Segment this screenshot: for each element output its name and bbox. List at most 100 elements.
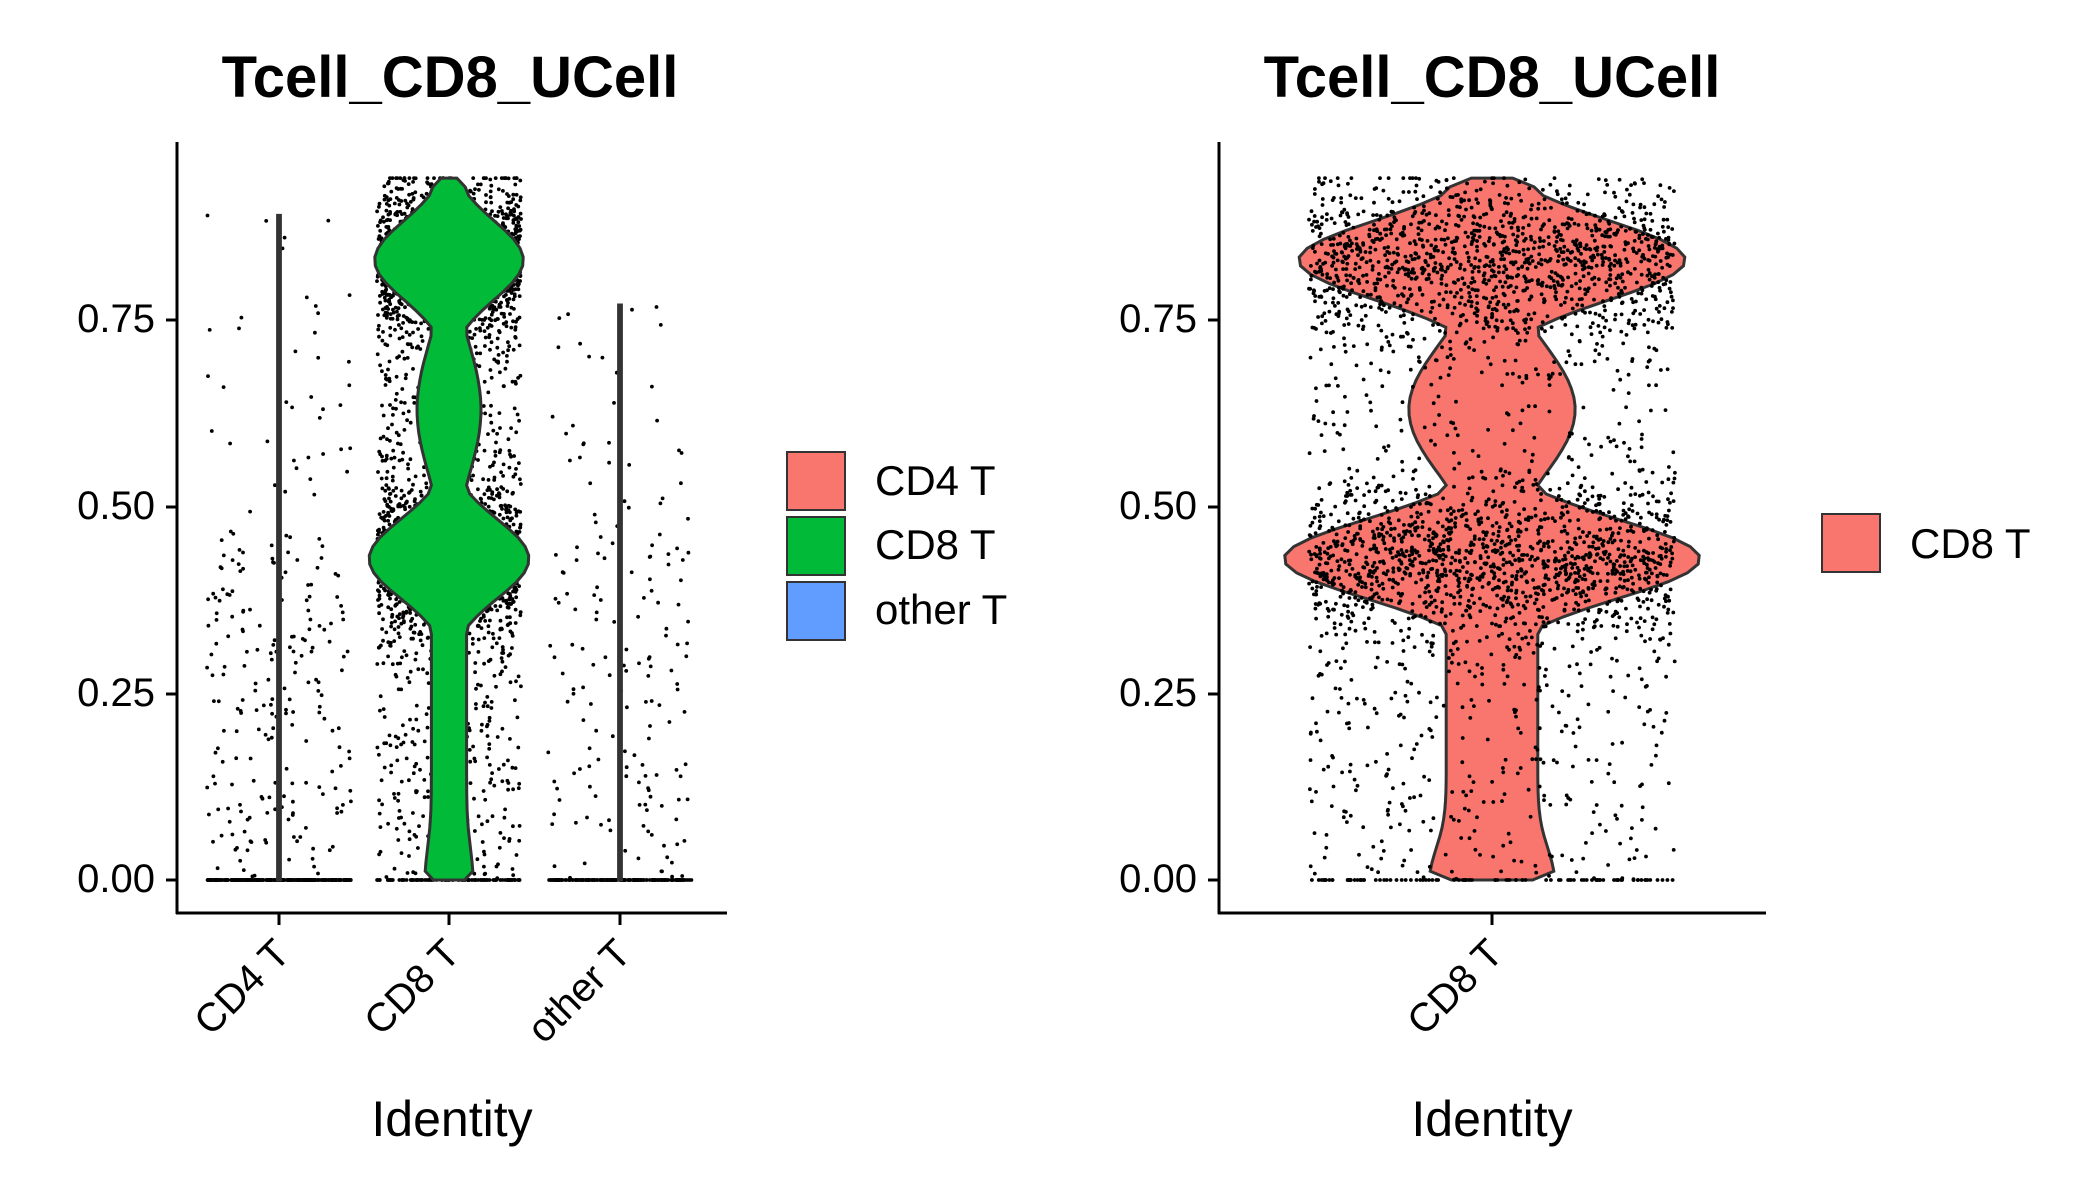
data-point — [1409, 276, 1414, 281]
data-point — [241, 566, 246, 571]
data-point — [487, 763, 492, 767]
data-point — [404, 756, 409, 761]
data-point — [401, 314, 406, 318]
data-point — [467, 329, 472, 334]
data-point — [515, 412, 520, 417]
data-point — [424, 191, 429, 196]
data-point — [1643, 639, 1647, 644]
data-point — [384, 476, 389, 481]
data-point — [399, 851, 404, 855]
left-xtick-label: other T — [519, 931, 639, 1051]
data-point — [490, 209, 494, 214]
data-point — [497, 411, 502, 415]
violin-othert — [617, 303, 623, 882]
data-point — [1314, 386, 1318, 391]
data-point — [1576, 200, 1581, 205]
data-point — [209, 652, 214, 657]
data-point — [410, 320, 415, 324]
data-point — [1625, 587, 1630, 592]
data-point — [625, 705, 629, 710]
data-point — [1647, 247, 1652, 252]
data-point — [1589, 228, 1594, 233]
data-point — [680, 558, 685, 562]
data-point — [497, 495, 502, 500]
data-point — [659, 878, 664, 882]
data-point — [1641, 232, 1645, 236]
data-point — [507, 839, 512, 843]
data-point — [645, 808, 649, 812]
data-point — [1579, 594, 1583, 599]
legend-label: CD4 T — [875, 457, 996, 504]
data-point — [409, 878, 414, 882]
data-point — [497, 512, 502, 517]
data-point — [381, 638, 385, 643]
data-point — [380, 627, 384, 631]
data-point — [219, 538, 224, 542]
data-point — [553, 878, 558, 882]
data-point — [377, 593, 382, 598]
data-point — [1620, 272, 1625, 277]
data-point — [517, 824, 522, 828]
data-point — [1510, 221, 1515, 225]
data-point — [1404, 549, 1409, 553]
data-point — [392, 792, 396, 796]
data-point — [581, 685, 585, 690]
data-point — [486, 390, 491, 395]
data-point — [222, 664, 227, 669]
data-point — [508, 287, 513, 291]
data-point — [286, 817, 291, 822]
data-point — [418, 638, 423, 643]
data-point — [421, 667, 425, 672]
data-point — [1309, 264, 1313, 268]
data-point — [380, 369, 384, 374]
data-point — [1421, 819, 1426, 824]
data-point — [1522, 682, 1526, 687]
data-point — [518, 195, 523, 200]
data-point — [338, 403, 343, 407]
data-point — [288, 645, 292, 650]
data-point — [1629, 575, 1634, 580]
data-point — [516, 220, 521, 225]
data-point — [484, 193, 488, 197]
data-point — [377, 530, 381, 534]
data-point — [516, 878, 520, 882]
data-point — [1354, 236, 1359, 241]
data-point — [405, 356, 410, 360]
data-point — [379, 603, 384, 607]
data-point — [513, 590, 518, 594]
data-point — [418, 489, 423, 494]
data-point — [502, 836, 506, 840]
data-point — [393, 398, 398, 402]
data-point — [390, 474, 395, 479]
data-point — [293, 660, 298, 665]
data-point — [636, 614, 640, 619]
data-point — [675, 682, 680, 686]
data-point — [497, 491, 501, 496]
data-point — [381, 215, 385, 220]
data-point — [382, 765, 387, 770]
data-point — [1349, 476, 1354, 480]
data-point — [1609, 261, 1613, 266]
data-point — [1491, 489, 1496, 494]
data-point — [1345, 820, 1349, 824]
data-point — [322, 716, 327, 721]
data-point — [502, 815, 507, 820]
data-point — [1389, 696, 1394, 701]
data-point — [385, 314, 389, 318]
data-point — [291, 799, 295, 804]
data-point — [391, 307, 395, 312]
left-x-axis-title: Identity — [371, 1091, 532, 1147]
data-point — [384, 195, 389, 200]
data-point — [501, 762, 506, 767]
data-point — [481, 614, 486, 619]
data-point — [1354, 552, 1359, 557]
data-point — [574, 878, 578, 882]
data-point — [565, 591, 569, 596]
data-point — [1576, 223, 1581, 227]
data-point — [1365, 342, 1370, 347]
data-point — [390, 176, 395, 181]
data-point — [1614, 586, 1619, 590]
data-point — [1347, 626, 1352, 631]
data-point — [410, 345, 415, 350]
data-point — [293, 349, 298, 354]
